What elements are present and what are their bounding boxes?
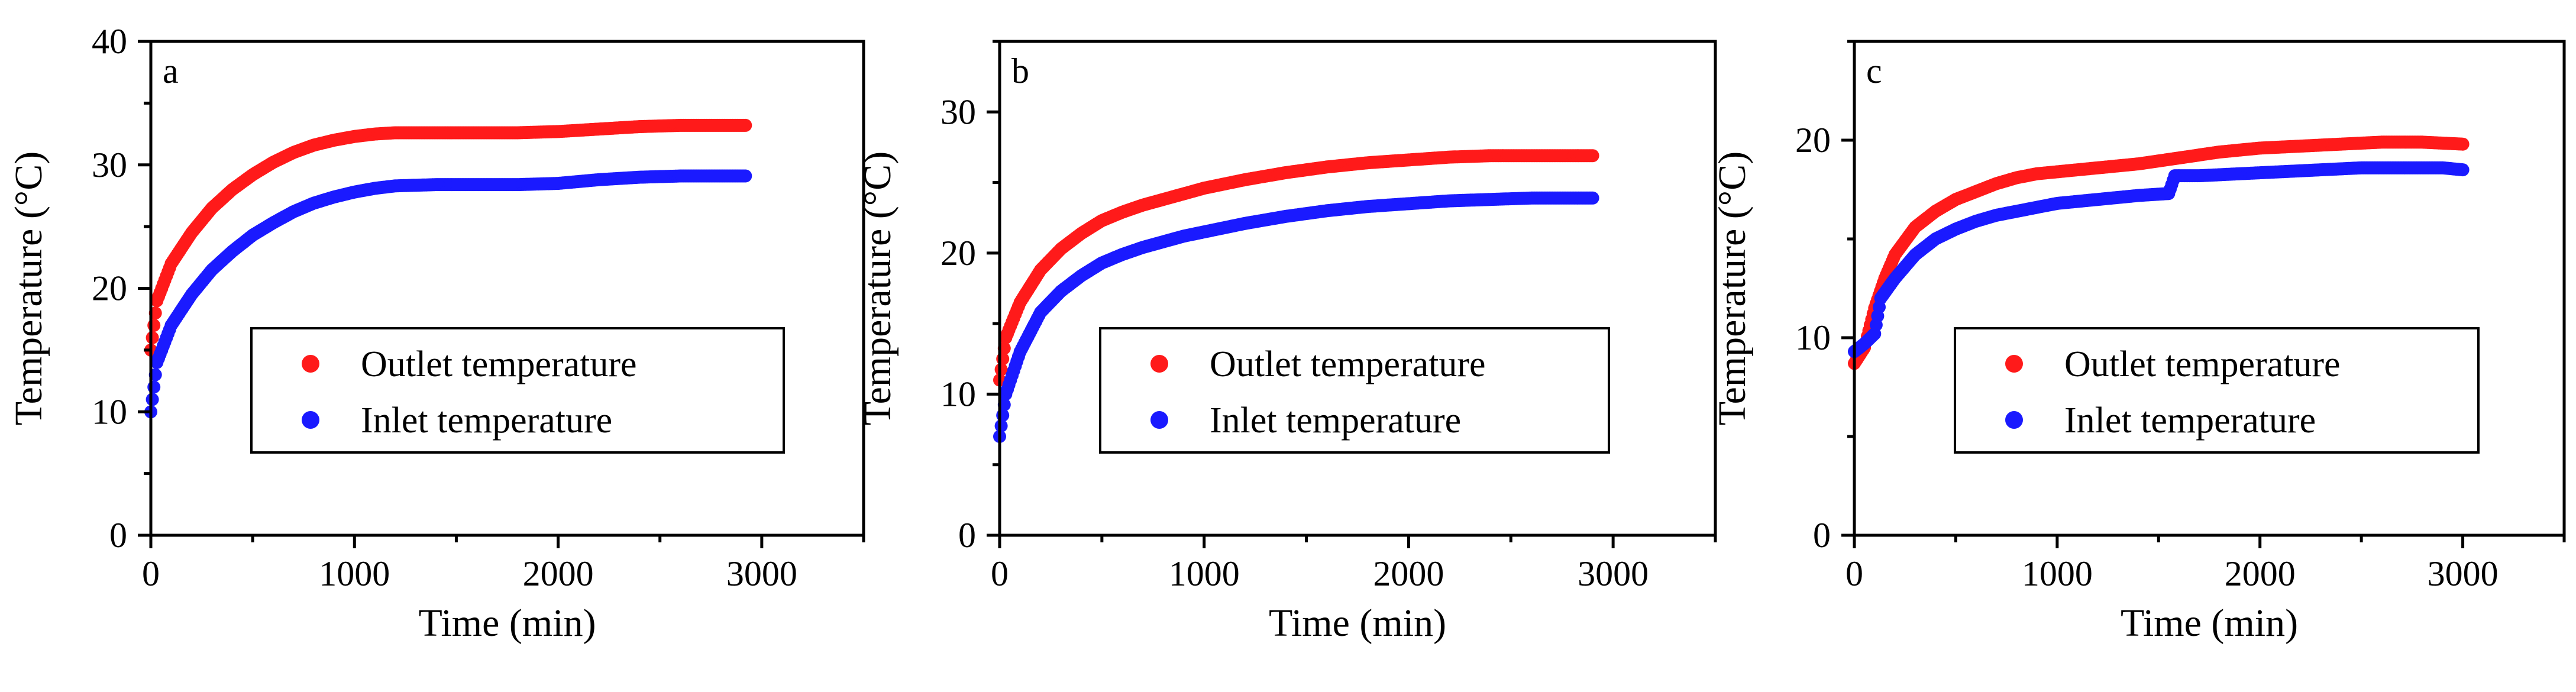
legend: Outlet temperature Inlet temperature (1954, 327, 2480, 454)
legend-box (1954, 327, 2480, 454)
legend-marker (2005, 411, 2023, 429)
panel-label: c (1866, 51, 1882, 90)
panel-c: 0 1000 2000 3000 0 10 20 Time (min) Temperature … (1711, 40, 2566, 645)
data-point (739, 118, 752, 132)
y-tick-label: 30 (940, 92, 976, 131)
panel-b: 0 1000 2000 3000 0 10 20 30 Time (min) Temperatur… (856, 40, 1717, 645)
legend-box (250, 327, 785, 454)
x-axis-label: Time (min) (2121, 602, 2298, 645)
y-tick-label: 0 (1813, 516, 1831, 555)
legend-label: Outlet temperature (2064, 344, 2341, 384)
x-tick-label: 0 (991, 554, 1009, 593)
data-point (1586, 191, 1599, 205)
data-point (2456, 137, 2470, 151)
data-point (146, 393, 159, 406)
legend-marker (1150, 411, 1168, 429)
panel-label: a (163, 51, 179, 90)
x-tick-label: 3000 (2428, 554, 2499, 593)
plot-frame (149, 40, 865, 537)
legend-label: Outlet temperature (1210, 344, 1486, 384)
x-tick-label: 0 (1845, 554, 1863, 593)
y-tick-label: 20 (940, 234, 976, 273)
plot-frame (1853, 40, 2566, 537)
y-axis-label: Temperature (°C) (856, 151, 899, 425)
y-tick-label: 40 (92, 22, 127, 61)
legend-label: Inlet temperature (361, 400, 612, 441)
x-axis-label: Time (min) (418, 602, 596, 645)
series-outlet (144, 118, 752, 357)
series-group (1848, 135, 2470, 370)
y-tick-label: 20 (1795, 121, 1831, 160)
panel-a: 0 1000 2000 3000 0 10 20 30 40 Time (min) Temperat… (7, 22, 865, 645)
data-point (994, 363, 1008, 376)
series-group (993, 149, 1599, 443)
legend-label: Inlet temperature (1210, 400, 1461, 441)
series-inlet (144, 169, 752, 419)
y-axis-label: Temperature (°C) (7, 151, 50, 425)
x-tick-label: 3000 (726, 554, 797, 593)
legend-label: Outlet temperature (361, 344, 637, 384)
legend-box (1099, 327, 1610, 454)
legend-label: Inlet temperature (2064, 400, 2316, 441)
legend-marker (2005, 355, 2023, 373)
data-point (739, 169, 752, 183)
panel-label: b (1011, 51, 1029, 90)
x-tick-label: 0 (142, 554, 160, 593)
y-tick-label: 30 (92, 145, 127, 185)
x-axis-label: Time (min) (1269, 602, 1446, 645)
data-point (994, 419, 1008, 433)
data-point (1586, 149, 1599, 163)
x-tick-label: 1000 (1169, 554, 1240, 593)
y-tick-label: 10 (1795, 318, 1831, 357)
data-point (146, 331, 159, 344)
x-tick-label: 1000 (2022, 554, 2093, 593)
legend-marker (1150, 355, 1168, 373)
x-tick-label: 1000 (319, 554, 390, 593)
y-tick-label: 0 (958, 516, 976, 555)
y-tick-label: 0 (109, 516, 127, 555)
x-tick-label: 3000 (1578, 554, 1649, 593)
x-tick-label: 2000 (2225, 554, 2296, 593)
legend: Outlet temperature Inlet temperature (250, 327, 785, 454)
series-outlet (993, 149, 1599, 387)
series-inlet (1848, 161, 2470, 358)
x-tick-label: 2000 (523, 554, 594, 593)
legend-marker (302, 355, 319, 373)
y-tick-label: 10 (92, 392, 127, 431)
legend-marker (302, 411, 319, 429)
series-inlet (993, 191, 1599, 443)
y-tick-label: 10 (940, 374, 976, 413)
plot-frame (998, 40, 1717, 537)
data-point (2456, 163, 2470, 177)
x-tick-label: 2000 (1373, 554, 1444, 593)
legend: Outlet temperature Inlet temperature (1099, 327, 1610, 454)
y-tick-label: 20 (92, 269, 127, 308)
y-axis-label: Temperature (°C) (1711, 151, 1754, 425)
series-group (144, 118, 752, 419)
